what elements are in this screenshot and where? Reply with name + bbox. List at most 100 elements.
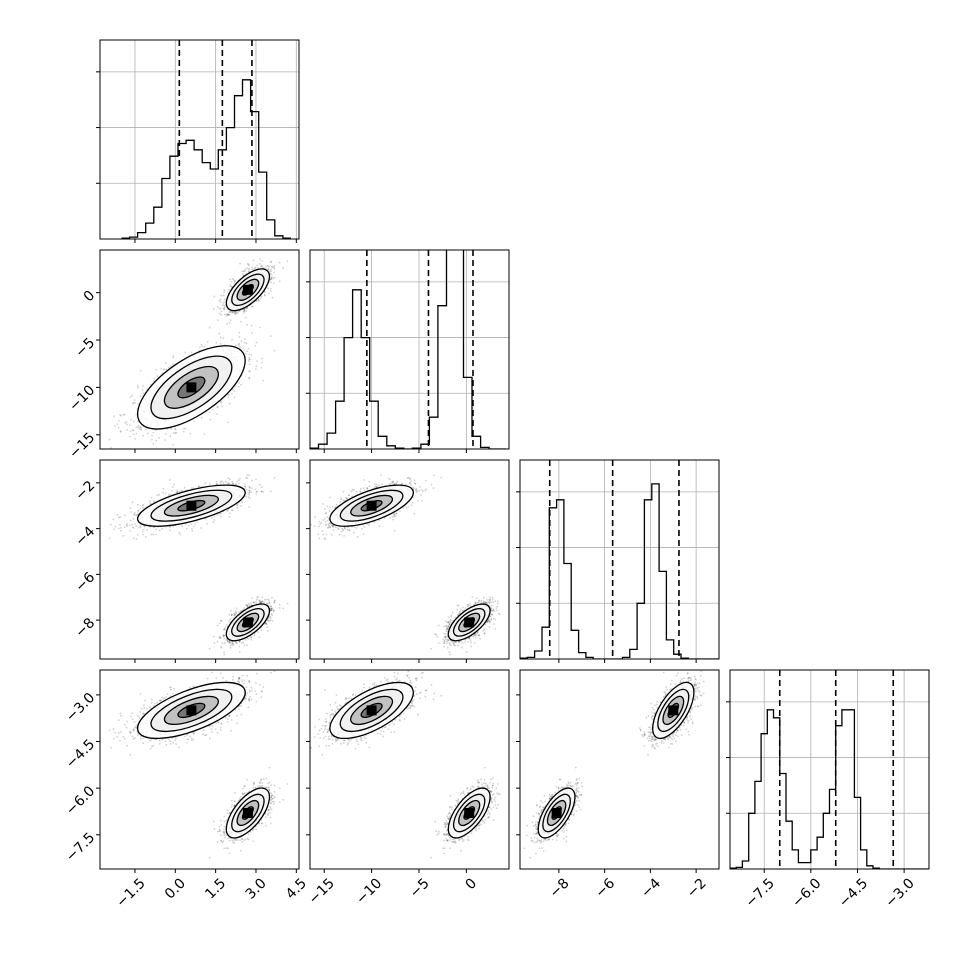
sample-point — [216, 413, 218, 415]
sample-point — [282, 267, 285, 270]
sample-point — [236, 480, 238, 483]
sample-point — [226, 313, 229, 316]
sample-point — [141, 504, 144, 507]
sample-point — [172, 443, 175, 446]
sample-point — [131, 429, 134, 432]
sample-point — [270, 281, 272, 284]
sample-point — [132, 518, 135, 520]
sample-point — [212, 521, 215, 523]
sample-point — [239, 346, 242, 349]
sample-point — [228, 402, 231, 405]
sample-point — [242, 270, 245, 273]
sample-point — [229, 311, 231, 314]
sample-point — [211, 409, 214, 411]
sample-point — [248, 264, 251, 267]
sample-point — [139, 369, 142, 372]
sample-point — [198, 485, 200, 488]
sample-point — [172, 356, 174, 359]
sample-point — [110, 446, 112, 449]
sample-point — [261, 600, 264, 603]
sample-point — [137, 510, 140, 512]
sample-point — [220, 400, 222, 403]
sample-point — [154, 429, 157, 432]
sample-point — [273, 267, 276, 270]
sample-point — [194, 523, 197, 526]
sample-point — [223, 298, 226, 301]
sample-point — [200, 343, 203, 346]
sample-point — [233, 281, 236, 284]
sample-point — [97, 452, 99, 454]
sample-point — [138, 427, 141, 430]
sample-point — [245, 316, 247, 319]
sample-point — [223, 291, 226, 294]
sample-point — [233, 396, 236, 399]
sample-point — [271, 296, 274, 299]
sample-point — [255, 493, 258, 496]
sample-point — [218, 312, 221, 315]
sample-point — [270, 290, 272, 293]
sample-point — [239, 477, 241, 480]
sample-point — [231, 483, 234, 485]
sample-point — [273, 349, 276, 352]
sample-point — [242, 347, 245, 350]
sample-point — [185, 527, 188, 530]
sample-point — [156, 494, 159, 497]
sample-point — [218, 636, 221, 639]
sample-point — [233, 614, 236, 616]
sample-point — [129, 430, 132, 433]
sample-point — [222, 337, 225, 340]
sample-point — [175, 431, 178, 434]
sample-point — [141, 530, 144, 533]
sample-point — [248, 491, 251, 494]
sample-point — [228, 515, 231, 518]
sample-point — [261, 357, 263, 360]
sample-point — [270, 605, 273, 608]
sample-point — [249, 358, 251, 361]
sample-point — [236, 504, 239, 507]
panel-1-1 — [306, 249, 510, 453]
sample-point — [224, 305, 227, 307]
sample-point — [238, 382, 241, 384]
sample-point — [191, 529, 194, 532]
sample-point — [236, 506, 239, 509]
sample-point — [253, 601, 256, 604]
sample-point — [248, 377, 251, 380]
sample-point — [225, 313, 228, 315]
sample-point — [224, 480, 227, 483]
sample-point — [216, 406, 219, 409]
sample-point — [116, 513, 119, 516]
sample-point — [113, 415, 115, 417]
sample-point — [222, 307, 225, 310]
sample-point — [97, 526, 99, 528]
sample-point — [162, 492, 164, 494]
sample-point — [245, 495, 247, 498]
sample-point — [236, 503, 239, 506]
sample-point — [191, 527, 193, 530]
sample-point — [118, 420, 120, 422]
sample-point — [256, 264, 258, 267]
sample-point — [170, 490, 173, 492]
sample-point — [271, 266, 274, 269]
sample-point — [270, 276, 273, 279]
sample-point — [125, 421, 128, 423]
sample-point — [183, 427, 186, 430]
sample-point — [112, 518, 115, 521]
sample-point — [179, 490, 181, 493]
sample-point — [218, 513, 221, 515]
sample-point — [200, 416, 203, 419]
sample-point — [117, 426, 120, 429]
sample-point — [135, 413, 138, 416]
sample-point — [248, 269, 250, 271]
sample-point — [257, 596, 259, 598]
sample-point — [238, 645, 241, 648]
sample-point — [119, 523, 121, 526]
histogram-group — [121, 79, 291, 239]
sample-point — [250, 487, 253, 489]
sample-point — [245, 310, 248, 313]
sample-point — [270, 335, 272, 337]
sample-point — [234, 312, 237, 314]
sample-point — [255, 491, 258, 493]
sample-point — [273, 266, 275, 269]
sample-point — [248, 356, 251, 359]
sample-point — [110, 523, 112, 526]
